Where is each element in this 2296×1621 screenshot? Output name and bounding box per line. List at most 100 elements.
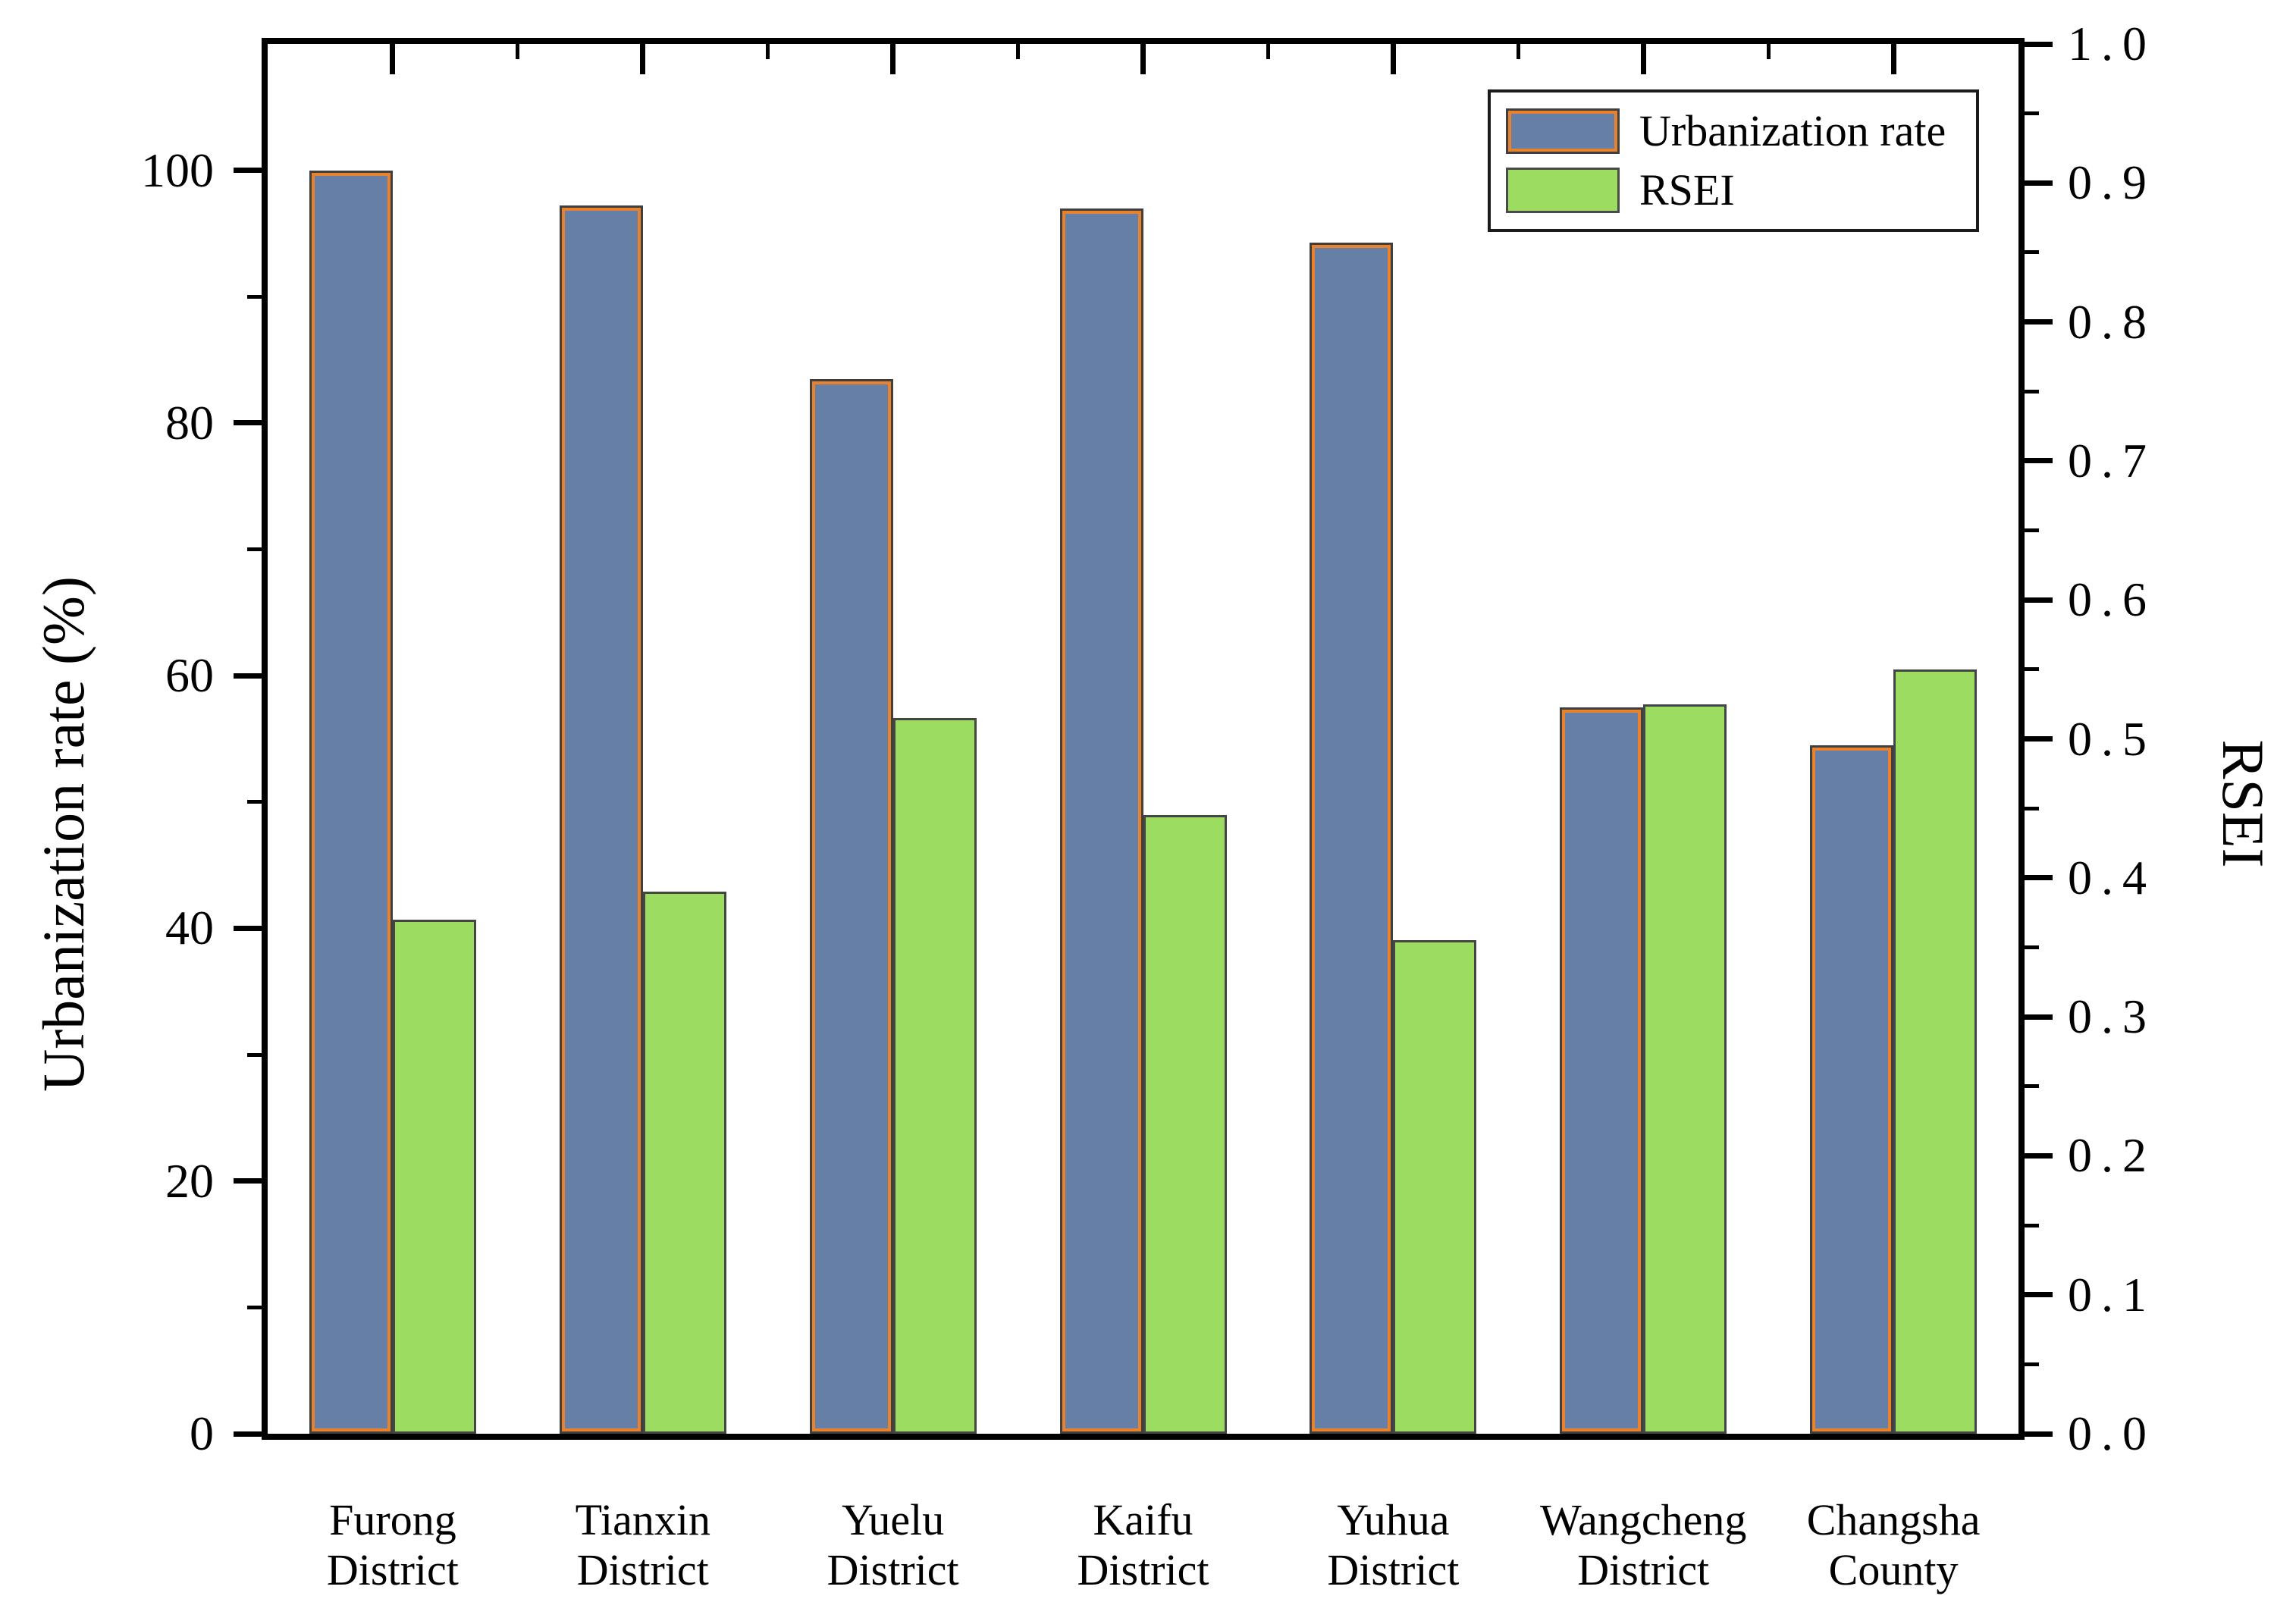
plot-area [234, 38, 2053, 1440]
left-axis-minor-tick [247, 547, 262, 552]
right-axis-minor-tick [2025, 945, 2039, 949]
left-axis-minor-tick [247, 800, 262, 804]
right-axis-minor-tick [2025, 806, 2039, 810]
right-axis-major-tick [2025, 597, 2053, 603]
urbanization-rate-swatch [1506, 108, 1620, 154]
x-category-label-yuelu-district: Yuelu District [749, 1495, 1037, 1595]
right-axis-minor-tick [2025, 528, 2039, 533]
right-axis-tick-label: 0.4 [2068, 850, 2156, 905]
x-category-label-changsha-county: Changsha County [1749, 1495, 2037, 1595]
x-category-label-line: District [576, 1545, 709, 1594]
right-axis-major-tick [2025, 1152, 2053, 1159]
left-axis-major-tick [234, 1431, 262, 1437]
x-category-label-line: Furong [329, 1495, 456, 1544]
left-axis-minor-tick [247, 1305, 262, 1309]
top-axis-minor-tick [1766, 44, 1771, 59]
bar-rsei-furong-district [392, 919, 476, 1434]
top-axis-major-tick [1390, 44, 1396, 74]
x-category-label-line: Yuhua [1337, 1495, 1450, 1544]
right-axis-minor-tick [2025, 111, 2039, 116]
x-category-label-tianxin-district: Tianxin District [499, 1495, 787, 1595]
top-axis-major-tick [390, 44, 396, 74]
bar-rsei-kaifu-district [1143, 815, 1227, 1434]
bar-urbanization-yuhua-district [1310, 242, 1394, 1434]
left-axis-tick-label: 20 [165, 1153, 214, 1208]
right-axis-major-tick [2025, 458, 2053, 464]
left-axis-tick-label: 40 [165, 901, 214, 955]
left-axis-tick-label: 80 [165, 395, 214, 450]
top-axis-minor-tick [516, 44, 520, 59]
x-category-label-line: District [1077, 1545, 1209, 1594]
top-axis-minor-tick [1516, 44, 1520, 59]
left-axis-tick-label: 60 [165, 648, 214, 703]
bar-urbanization-tianxin-district [559, 205, 643, 1434]
right-axis-major-tick [2025, 1014, 2053, 1020]
bar-urbanization-furong-district [309, 170, 393, 1434]
bar-urbanization-yuelu-district [809, 378, 893, 1434]
right-axis-tick-label: 0.1 [2068, 1267, 2156, 1322]
right-axis-tick-label: 0.9 [2068, 155, 2156, 210]
top-axis-minor-tick [1266, 44, 1270, 59]
right-axis-major-tick [2025, 319, 2053, 325]
x-category-label-line: Tianxin [575, 1495, 710, 1544]
top-axis-major-tick [1890, 44, 1896, 74]
x-category-label-kaifu-district: Kaifu District [999, 1495, 1288, 1595]
legend-item-urbanization-rate: Urbanization rate [1506, 102, 1961, 161]
top-axis-major-tick [640, 44, 646, 74]
right-axis-tick-label: 0.6 [2068, 572, 2156, 627]
right-axis-major-tick [2025, 180, 2053, 186]
left-axis-major-tick [234, 168, 262, 174]
right-axis-tick-label: 0.5 [2068, 711, 2156, 766]
bar-rsei-tianxin-district [642, 892, 726, 1434]
x-category-label-wangcheng-district: Wangcheng District [1499, 1495, 1787, 1595]
x-category-label-yuhua-district: Yuhua District [1249, 1495, 1537, 1595]
right-axis-minor-tick [2025, 1362, 2039, 1366]
x-category-label-line: Wangcheng [1540, 1495, 1747, 1544]
left-axis-minor-tick [247, 294, 262, 299]
bar-urbanization-wangcheng-district [1560, 707, 1644, 1434]
right-axis-minor-tick [2025, 667, 2039, 672]
top-axis-major-tick [1640, 44, 1646, 74]
right-axis-tick-label: 0.0 [2068, 1406, 2156, 1460]
left-axis-major-tick [234, 925, 262, 931]
right-axis-tick-label: 0.7 [2068, 433, 2156, 488]
rsei-swatch [1506, 168, 1620, 213]
right-axis-minor-tick [2025, 250, 2039, 255]
left-axis-minor-tick [247, 1052, 262, 1057]
x-category-label-line: County [1828, 1545, 1959, 1594]
top-axis-minor-tick [1016, 44, 1021, 59]
bar-rsei-wangcheng-district [1643, 704, 1727, 1434]
top-axis-major-tick [1140, 44, 1146, 74]
bar-urbanization-changsha-county [1810, 745, 1894, 1434]
x-category-label-line: District [326, 1545, 459, 1594]
top-axis-major-tick [890, 44, 896, 74]
right-axis-major-tick [2025, 1292, 2053, 1298]
left-axis-tick-label: 0 [190, 1406, 214, 1460]
top-axis-minor-tick [766, 44, 770, 59]
left-axis-tick-label: 100 [141, 143, 214, 197]
right-axis-tick-label: 1.0 [2068, 17, 2156, 71]
right-axis-major-tick [2025, 41, 2053, 47]
left-axis-major-tick [234, 420, 262, 426]
right-axis-tick-label: 0.3 [2068, 989, 2156, 1044]
left-axis-major-tick [234, 1178, 262, 1184]
right-axis-tick-label: 0.8 [2068, 294, 2156, 349]
x-category-label-line: Changsha [1806, 1495, 1981, 1544]
x-category-label-line: District [1327, 1545, 1460, 1594]
legend: Urbanization rate RSEI [1488, 89, 1979, 232]
right-axis-major-tick [2025, 1431, 2053, 1437]
legend-label-rsei: RSEI [1639, 165, 1735, 215]
bar-urbanization-kaifu-district [1059, 208, 1143, 1434]
right-axis-minor-tick [2025, 389, 2039, 393]
left-axis-major-tick [234, 673, 262, 679]
right-axis-major-tick [2025, 736, 2053, 742]
right-axis-minor-tick [2025, 1084, 2039, 1089]
x-category-label-line: District [1577, 1545, 1710, 1594]
right-axis-tick-label: 0.2 [2068, 1128, 2156, 1183]
bar-rsei-yuhua-district [1393, 940, 1477, 1434]
x-category-label-line: District [826, 1545, 959, 1594]
x-category-label-line: Kaifu [1093, 1495, 1193, 1544]
legend-label-urbanization-rate: Urbanization rate [1639, 106, 1946, 155]
legend-item-rsei: RSEI [1506, 161, 1961, 220]
